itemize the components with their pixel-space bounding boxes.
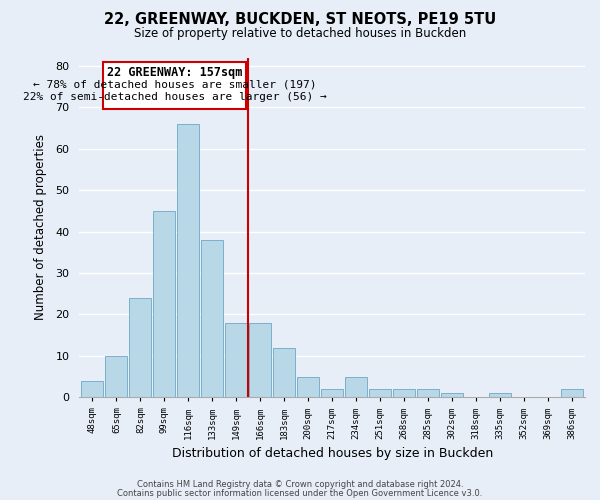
Bar (561, 389, 583, 398)
Bar (489, 393, 511, 398)
Bar (106, 356, 127, 398)
Bar (441, 393, 463, 398)
Text: 22 GREENWAY: 157sqm: 22 GREENWAY: 157sqm (107, 66, 242, 79)
Bar (201, 240, 223, 398)
FancyBboxPatch shape (103, 62, 246, 110)
Bar (225, 323, 247, 398)
Bar (321, 389, 343, 398)
Bar (297, 376, 319, 398)
X-axis label: Distribution of detached houses by size in Buckden: Distribution of detached houses by size … (172, 447, 493, 460)
Text: Contains public sector information licensed under the Open Government Licence v3: Contains public sector information licen… (118, 489, 482, 498)
Bar (393, 389, 415, 398)
Y-axis label: Number of detached properties: Number of detached properties (34, 134, 47, 320)
Text: 22, GREENWAY, BUCKDEN, ST NEOTS, PE19 5TU: 22, GREENWAY, BUCKDEN, ST NEOTS, PE19 5T… (104, 12, 496, 28)
Text: 22% of semi-detached houses are larger (56) →: 22% of semi-detached houses are larger (… (23, 92, 326, 102)
Bar (82, 381, 103, 398)
Bar (249, 323, 271, 398)
Bar (130, 298, 151, 398)
Bar (178, 124, 199, 398)
Bar (417, 389, 439, 398)
Text: Contains HM Land Registry data © Crown copyright and database right 2024.: Contains HM Land Registry data © Crown c… (137, 480, 463, 489)
Text: ← 78% of detached houses are smaller (197): ← 78% of detached houses are smaller (19… (33, 79, 316, 89)
Text: Size of property relative to detached houses in Buckden: Size of property relative to detached ho… (134, 28, 466, 40)
Bar (273, 348, 295, 398)
Bar (154, 211, 175, 398)
Bar (369, 389, 391, 398)
Bar (345, 376, 367, 398)
